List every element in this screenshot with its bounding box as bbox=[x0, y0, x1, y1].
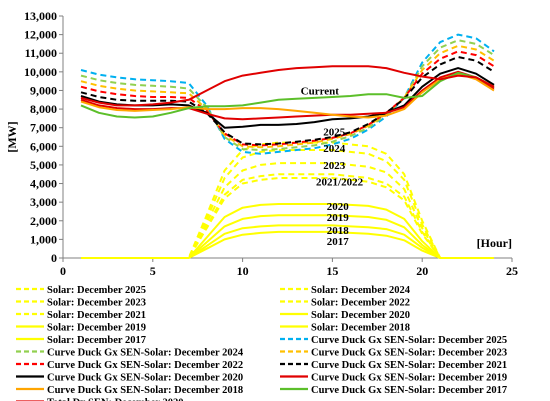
y-axis-label: [MW] bbox=[5, 121, 19, 152]
legend-entry-4: Solar: December 2021 bbox=[47, 310, 146, 321]
y-tick-label: 1,000 bbox=[30, 232, 57, 246]
legend-entry-12: Curve Duck Gx SEN-Solar: December 2022 bbox=[47, 360, 243, 371]
x-tick-label: 15 bbox=[326, 264, 338, 278]
legend-entry-17: Curve Duck Gx SEN-Solar: December 2017 bbox=[311, 385, 507, 396]
x-tick-label: 20 bbox=[416, 264, 428, 278]
annotation-label-1: 2025 bbox=[323, 126, 346, 138]
series-line-9 bbox=[80, 33, 495, 155]
x-tick-label: 10 bbox=[237, 264, 249, 278]
annotation-label-4: 2021/2022 bbox=[316, 177, 364, 189]
series-line-8 bbox=[81, 230, 494, 259]
y-tick-label: 0 bbox=[51, 251, 57, 265]
y-tick-label: 5,000 bbox=[30, 158, 57, 172]
legend-entry-3: Solar: December 2022 bbox=[311, 298, 410, 309]
annotation-label-2: 2024 bbox=[323, 143, 346, 155]
legend-entry-6: Solar: December 2019 bbox=[47, 323, 146, 334]
annotation-label-5: 2020 bbox=[327, 201, 350, 213]
x-tick-label: 0 bbox=[60, 264, 66, 278]
legend-entry-11: Curve Duck Gx SEN-Solar: December 2023 bbox=[311, 348, 507, 359]
series-line-17 bbox=[80, 71, 495, 119]
series-line-2 bbox=[81, 162, 494, 259]
series-line-6 bbox=[81, 214, 494, 259]
y-tick-label: 3,000 bbox=[30, 195, 57, 209]
annotation-label-3: 2023 bbox=[323, 160, 346, 172]
legend-entry-10: Curve Duck Gx SEN-Solar: December 2024 bbox=[47, 348, 244, 359]
legend-entry-15: Curve Duck Gx SEN-Solar: December 2019 bbox=[311, 373, 507, 384]
y-tick-label: 4,000 bbox=[30, 177, 57, 191]
annotation-label-7: 2018 bbox=[327, 225, 350, 237]
series-lines bbox=[80, 33, 495, 259]
series-line-18 bbox=[80, 65, 495, 107]
legend-entry-1: Solar: December 2024 bbox=[311, 285, 411, 296]
x-tick-label: 25 bbox=[506, 264, 518, 278]
y-tick-label: 6,000 bbox=[30, 139, 57, 153]
series-line-0 bbox=[81, 141, 494, 259]
series-line-4 bbox=[81, 177, 494, 259]
annotation-label-6: 2019 bbox=[327, 212, 350, 224]
x-tick-label: 5 bbox=[150, 264, 156, 278]
series-line-15 bbox=[80, 70, 495, 121]
legend-entry-13: Curve Duck Gx SEN-Solar: December 2021 bbox=[311, 360, 507, 371]
legend-entry-8: Solar: December 2017 bbox=[47, 335, 146, 346]
y-tick-label: 10,000 bbox=[24, 65, 57, 79]
legend-entry-5: Solar: December 2020 bbox=[311, 310, 410, 321]
legend-entry-7: Solar: December 2018 bbox=[311, 323, 410, 334]
y-tick-label: 8,000 bbox=[30, 102, 57, 116]
legend: Solar: December 2025 Solar: December 2024… bbox=[16, 285, 507, 401]
y-tick-label: 11,000 bbox=[25, 46, 57, 60]
legend-entry-16: Curve Duck Gx SEN-Solar: December 2018 bbox=[47, 385, 243, 396]
x-axis-label: [Hour] bbox=[477, 236, 512, 250]
series-line-13 bbox=[80, 56, 495, 146]
curve-annotations: Current 2025 2024 2023 2021/2022 202020192018… bbox=[301, 85, 364, 248]
y-tick-label: 13,000 bbox=[24, 9, 57, 23]
legend-entry-18: Total Dx SEN: December 2020 bbox=[47, 398, 184, 401]
legend-entry-2: Solar: December 2023 bbox=[47, 298, 146, 309]
y-tick-label: 2,000 bbox=[30, 214, 57, 228]
y-tick-label: 7,000 bbox=[30, 121, 57, 135]
axes: 0 1,000 2,000 3,000 4,000 5,000 6,000 7,000 8,00… bbox=[5, 9, 518, 278]
y-tick-label: 9,000 bbox=[30, 83, 57, 97]
series-line-16 bbox=[80, 72, 495, 119]
annotation-label-0: Current bbox=[301, 85, 340, 97]
legend-entry-0: Solar: December 2025 bbox=[47, 285, 146, 296]
legend-entry-9: Curve Duck Gx SEN-Solar: December 2025 bbox=[311, 335, 507, 346]
annotation-label-8: 2017 bbox=[327, 236, 350, 248]
series-line-11 bbox=[80, 44, 495, 149]
legend-entry-14: Curve Duck Gx SEN-Solar: December 2020 bbox=[47, 373, 243, 384]
y-tick-label: 12,000 bbox=[24, 28, 57, 42]
series-line-10 bbox=[80, 39, 495, 151]
